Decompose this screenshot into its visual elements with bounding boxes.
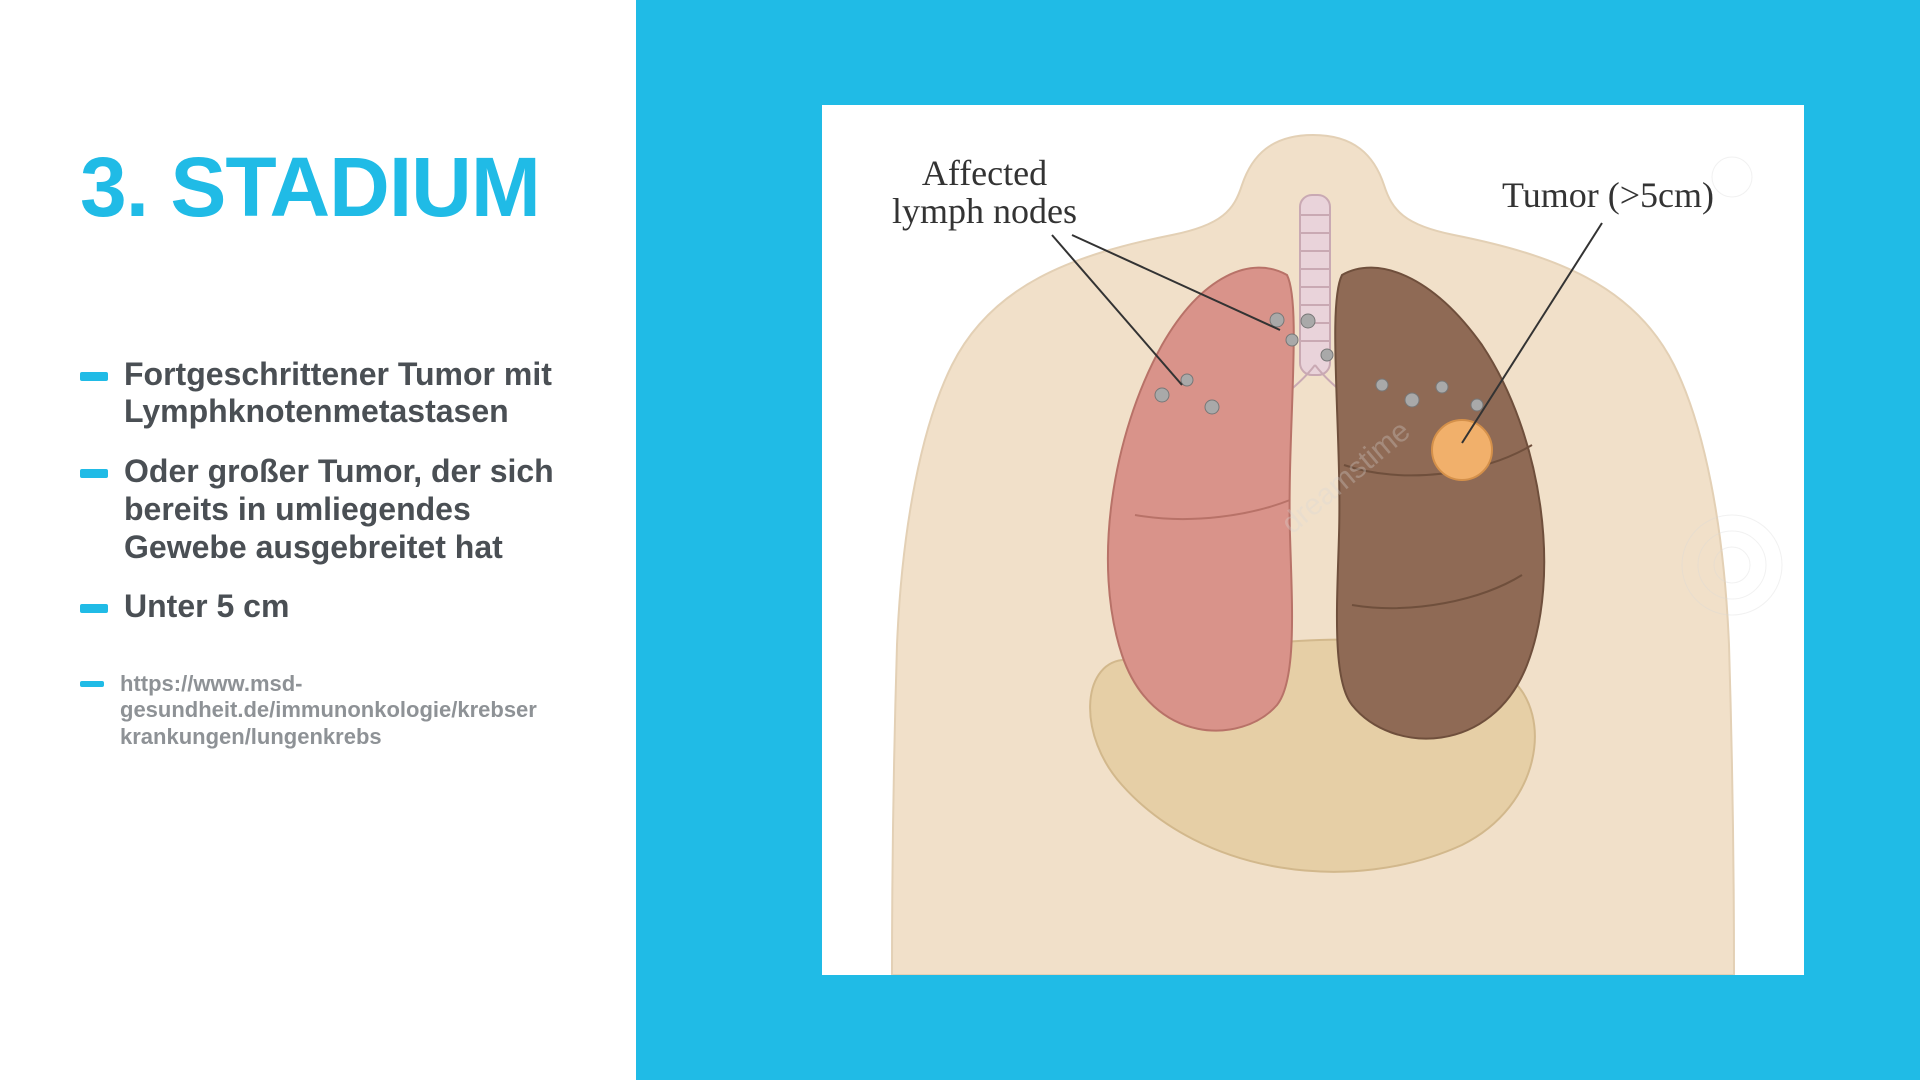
bullet-item: Fortgeschrittener Tumor mit Lymphknotenm…: [80, 356, 576, 432]
anatomy-illustration: dreamstime: [822, 105, 1804, 975]
annotation-text: Tumor (>5cm): [1502, 175, 1714, 215]
tumor-shape: [1432, 420, 1492, 480]
lymph-node: [1321, 349, 1333, 361]
bullet-text: Fortgeschrittener Tumor mit Lymphknotenm…: [124, 356, 576, 432]
left-panel: 3. STADIUM Fortgeschrittener Tumor mit L…: [0, 0, 636, 1080]
lymph-node: [1181, 374, 1193, 386]
bullet-text: Oder großer Tumor, der sich bereits in u…: [124, 453, 576, 566]
lymph-node: [1405, 393, 1419, 407]
bullet-text: Unter 5 cm: [124, 588, 289, 626]
lymph-node: [1286, 334, 1298, 346]
annotation-lymph-nodes: Affected lymph nodes: [892, 155, 1077, 231]
bullet-item: Unter 5 cm: [80, 588, 576, 626]
dash-icon: [80, 469, 108, 478]
dash-icon: [80, 604, 108, 613]
annotation-text: Affected: [922, 153, 1047, 193]
dash-icon: [80, 681, 104, 687]
lymph-node: [1270, 313, 1284, 327]
lymph-node: [1301, 314, 1315, 328]
annotation-tumor: Tumor (>5cm): [1502, 177, 1714, 215]
bullet-item: Oder großer Tumor, der sich bereits in u…: [80, 453, 576, 566]
dash-icon: [80, 372, 108, 381]
slide-title: 3. STADIUM: [80, 150, 576, 226]
slide: 3. STADIUM Fortgeschrittener Tumor mit L…: [0, 0, 1920, 1080]
illustration-frame: dreamstime Affected lymph nodes Tumor (>…: [822, 105, 1804, 975]
annotation-text: lymph nodes: [892, 191, 1077, 231]
lymph-node: [1205, 400, 1219, 414]
source-citation: https://www.msd-gesundheit.de/immunonkol…: [80, 671, 540, 750]
lymph-node: [1436, 381, 1448, 393]
bullet-list: Fortgeschrittener Tumor mit Lymphknotenm…: [80, 356, 576, 627]
lymph-node: [1155, 388, 1169, 402]
lymph-node: [1376, 379, 1388, 391]
lymph-node: [1471, 399, 1483, 411]
right-panel: dreamstime Affected lymph nodes Tumor (>…: [636, 0, 1920, 1080]
source-text: https://www.msd-gesundheit.de/immunonkol…: [120, 671, 540, 750]
